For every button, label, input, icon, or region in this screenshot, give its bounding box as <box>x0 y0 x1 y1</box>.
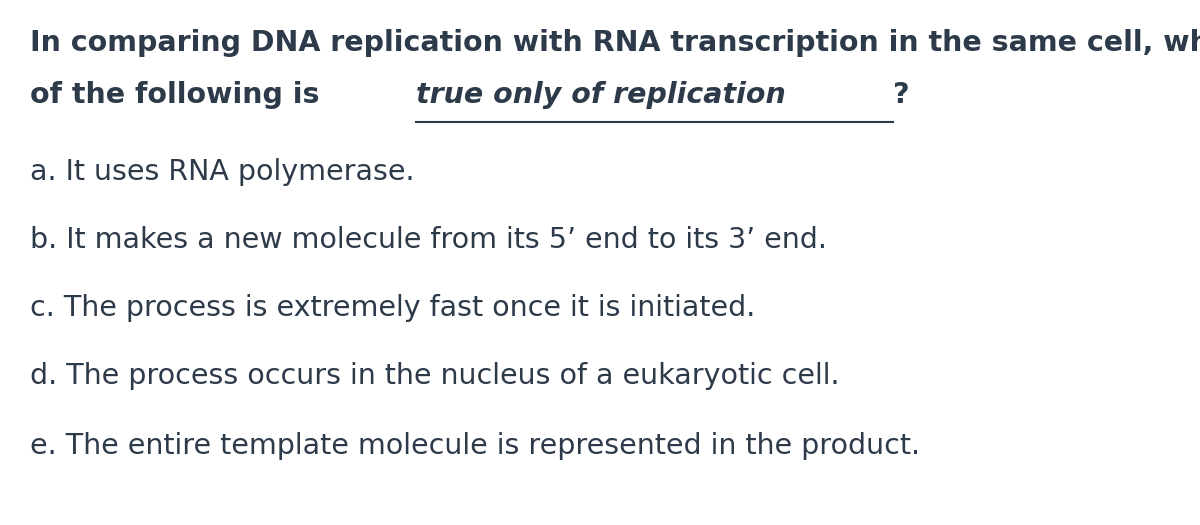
Text: ?: ? <box>893 81 910 109</box>
Text: c. The process is extremely fast once it is initiated.: c. The process is extremely fast once it… <box>30 294 755 322</box>
Text: a. It uses RNA polymerase.: a. It uses RNA polymerase. <box>30 158 415 185</box>
Text: true only of replication: true only of replication <box>416 81 786 109</box>
Text: b. It makes a new molecule from its 5’ end to its 3’ end.: b. It makes a new molecule from its 5’ e… <box>30 226 827 254</box>
Text: e. The entire template molecule is represented in the product.: e. The entire template molecule is repre… <box>30 432 920 459</box>
Text: In comparing DNA replication with RNA transcription in the same cell, which: In comparing DNA replication with RNA tr… <box>30 29 1200 57</box>
Text: d. The process occurs in the nucleus of a eukaryotic cell.: d. The process occurs in the nucleus of … <box>30 362 840 390</box>
Text: of the following is: of the following is <box>30 81 329 109</box>
